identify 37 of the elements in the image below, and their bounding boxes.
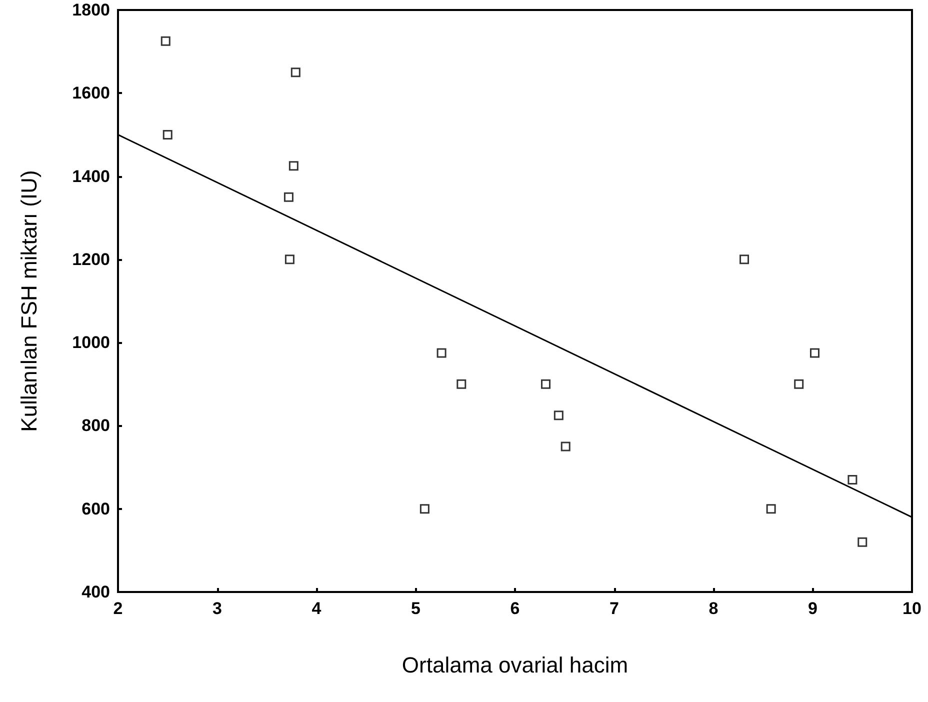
y-tick-label: 1800 — [72, 0, 110, 20]
point — [560, 442, 570, 452]
x-tick-label: 5 — [411, 599, 420, 618]
point — [794, 379, 804, 389]
point — [810, 348, 820, 358]
point — [766, 504, 776, 514]
x-tick-label: 8 — [708, 599, 718, 618]
y-tick-label: 1400 — [72, 166, 110, 186]
x-tick-label: 2 — [113, 599, 123, 618]
x-tick-label: 4 — [312, 599, 322, 618]
x-tick-label: 6 — [510, 599, 520, 618]
x-tick-label: 7 — [610, 599, 619, 618]
y-tick-label: 800 — [82, 416, 110, 436]
point — [858, 537, 868, 547]
x-axis-title: Ortalama ovarial hacim — [402, 652, 628, 678]
y-tick-label: 600 — [82, 499, 110, 518]
point — [456, 379, 466, 389]
point — [436, 348, 446, 358]
point — [288, 161, 298, 171]
y-tick-label: 1200 — [72, 250, 110, 269]
point — [290, 68, 300, 78]
point — [740, 254, 750, 264]
point — [420, 504, 430, 514]
point — [160, 36, 170, 46]
point — [284, 192, 294, 202]
point — [162, 130, 172, 140]
x-tick-label: 9 — [808, 599, 818, 618]
x-tick-label: 3 — [212, 599, 222, 618]
x-tick-label: 10 — [902, 599, 922, 618]
point — [541, 379, 551, 389]
y-tick-label: 400 — [82, 582, 110, 602]
point — [284, 254, 294, 264]
y-tick-label: 1000 — [72, 333, 110, 352]
point — [848, 475, 858, 485]
y-axis-title: Kullanılan FSH miktarı (IU) — [16, 170, 42, 432]
point — [554, 410, 564, 420]
y-tick-label: 1600 — [72, 84, 110, 103]
